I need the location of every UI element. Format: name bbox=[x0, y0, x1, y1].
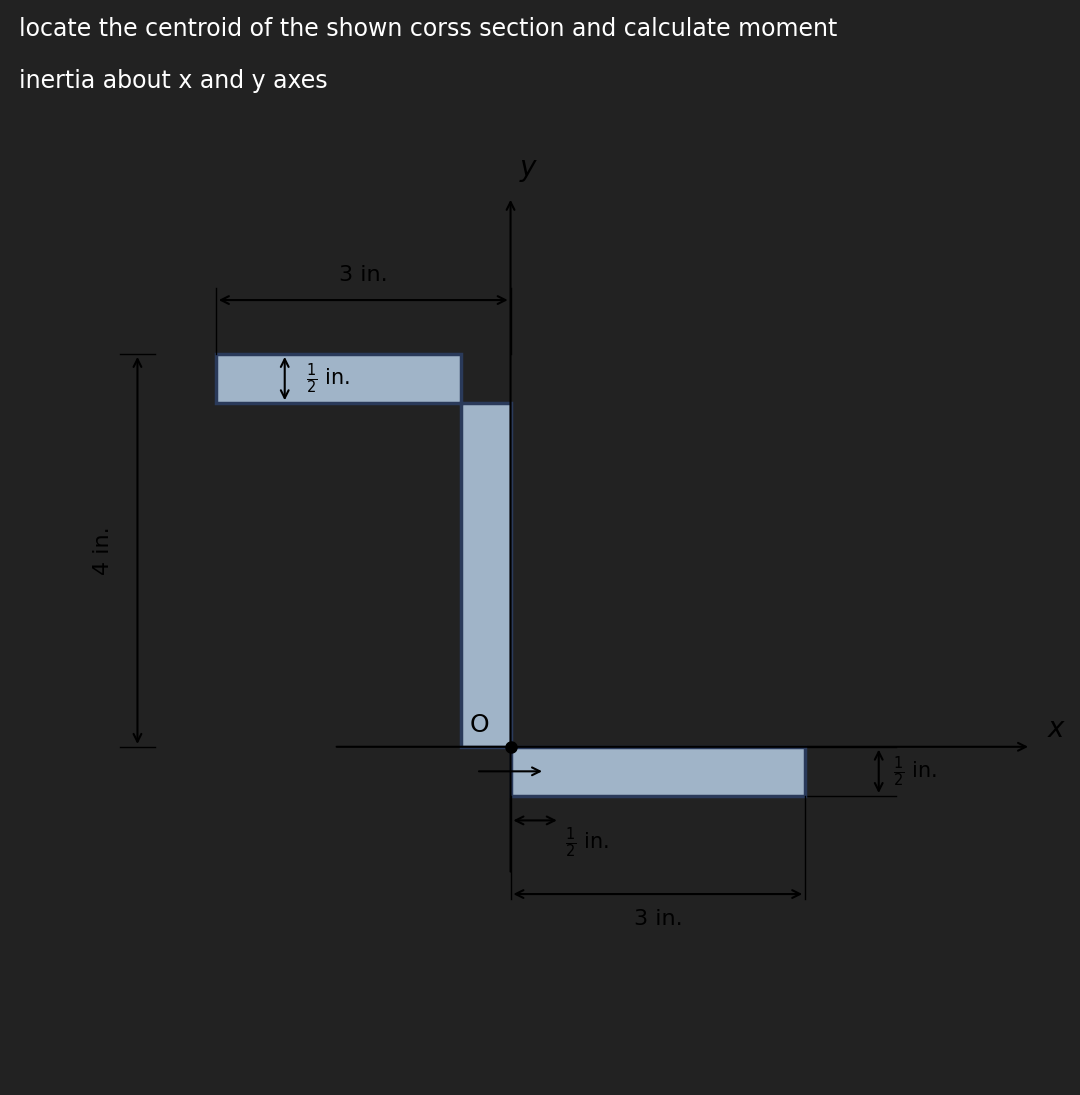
Text: $\mathregular{\frac{1}{2}}$ in.: $\mathregular{\frac{1}{2}}$ in. bbox=[893, 754, 937, 788]
Text: 4 in.: 4 in. bbox=[93, 526, 113, 575]
Text: y: y bbox=[521, 154, 537, 182]
Text: 3 in.: 3 in. bbox=[339, 265, 388, 286]
Text: inertia about x and y axes: inertia about x and y axes bbox=[19, 69, 328, 93]
Text: locate the centroid of the shown corss section and calculate moment: locate the centroid of the shown corss s… bbox=[19, 18, 838, 42]
Polygon shape bbox=[216, 354, 805, 796]
Text: x: x bbox=[1048, 715, 1064, 742]
Text: $\mathregular{\frac{1}{2}}$ in.: $\mathregular{\frac{1}{2}}$ in. bbox=[565, 826, 608, 860]
Text: 3 in.: 3 in. bbox=[634, 909, 683, 929]
Text: O: O bbox=[470, 713, 489, 737]
Text: $\mathregular{\frac{1}{2}}$ in.: $\mathregular{\frac{1}{2}}$ in. bbox=[307, 361, 350, 396]
